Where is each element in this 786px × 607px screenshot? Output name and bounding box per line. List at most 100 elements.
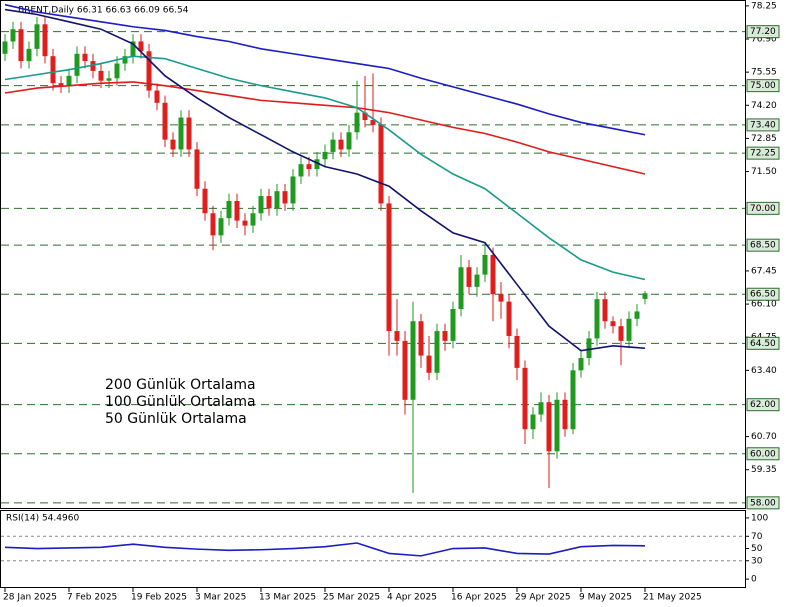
candle-body <box>362 112 368 121</box>
candle-body <box>530 414 536 430</box>
candle-body <box>314 159 320 170</box>
x-tick-label: 29 Apr 2025 <box>515 593 571 603</box>
candle-body <box>498 294 504 302</box>
x-tick-label: 16 Apr 2025 <box>451 593 507 603</box>
candle-body <box>490 254 496 295</box>
level-label: 75.00 <box>750 81 776 91</box>
candle-body <box>354 112 360 133</box>
level-label: 70.00 <box>750 204 776 214</box>
candle-body <box>18 29 24 62</box>
candle-body <box>258 196 264 214</box>
candle-body <box>538 402 544 415</box>
candle-body <box>42 24 48 57</box>
level-label-box <box>746 201 780 215</box>
y-tick-label: 100 <box>751 513 768 523</box>
candle-body <box>282 191 288 204</box>
candle-body <box>194 149 200 189</box>
candle-body <box>514 335 520 368</box>
candle-body <box>642 293 648 299</box>
candle-body <box>66 75 72 86</box>
level-label: 72.25 <box>750 149 776 159</box>
candle-body <box>82 53 88 62</box>
candle-body <box>178 117 184 150</box>
x-tick-label: 9 May 2025 <box>579 593 632 603</box>
candle-body <box>522 367 528 430</box>
candle-body <box>146 51 152 91</box>
level-label: 66.50 <box>750 290 776 300</box>
candle-body <box>554 399 560 452</box>
candle-body <box>306 164 312 170</box>
y-tick-label: 67.45 <box>751 266 777 276</box>
level-label-box <box>746 398 780 412</box>
candle-body <box>74 53 80 76</box>
y-tick-label: 74.20 <box>751 101 777 111</box>
x-tick-label: 19 Feb 2025 <box>131 593 187 603</box>
candle-body <box>210 213 216 236</box>
candle-body <box>442 331 448 341</box>
candle-body <box>242 220 248 226</box>
candle-body <box>634 311 640 319</box>
candle-body <box>234 200 240 221</box>
candle-body <box>626 318 632 341</box>
candle-body <box>154 90 160 103</box>
candle-body <box>562 399 568 430</box>
candle-body <box>594 299 600 339</box>
candle-body <box>466 267 472 287</box>
candle-body <box>330 139 336 152</box>
level-label: 68.50 <box>750 241 776 251</box>
y-tick-label: 60.70 <box>751 432 777 442</box>
candle-body <box>418 321 424 356</box>
x-tick-label: 4 Apr 2025 <box>387 593 437 603</box>
level-label-box <box>746 146 780 160</box>
level-label-box <box>746 287 780 301</box>
y-tick-label: 76.90 <box>751 35 777 45</box>
candle-body <box>186 117 192 150</box>
candle-body <box>50 56 56 84</box>
candle-body <box>586 338 592 359</box>
candle-body <box>570 370 576 430</box>
y-tick-label: 75.55 <box>751 68 777 78</box>
candle-body <box>450 308 456 341</box>
level-label-box <box>746 447 780 461</box>
candle-body <box>618 326 624 341</box>
candle-body <box>610 321 616 327</box>
chart-header: BRENT,Daily 66.31 66.63 66.09 66.54 <box>18 6 189 16</box>
candle-body <box>10 29 16 42</box>
candle-body <box>2 41 8 54</box>
candle-body <box>170 139 176 150</box>
candle-body <box>458 267 464 309</box>
candle-body <box>426 355 432 373</box>
main-panel-frame <box>0 0 746 509</box>
y-tick-label: 59.35 <box>751 465 777 475</box>
x-tick-label: 21 May 2025 <box>643 593 702 603</box>
level-label: 73.40 <box>750 120 776 130</box>
rsi-header: RSI(14) 54.4960 <box>6 514 79 524</box>
candle-body <box>602 299 608 322</box>
candle-body <box>250 213 256 226</box>
y-tick-label: 50 <box>751 544 763 554</box>
candle-body <box>122 56 128 64</box>
candle-body <box>434 331 440 373</box>
level-label-box <box>746 336 780 350</box>
level-label: 58.00 <box>750 498 776 508</box>
legend-entry: 100 Günlük Ortalama <box>105 394 256 410</box>
candle-body <box>546 402 552 452</box>
candle-body <box>26 48 32 62</box>
legend-entry: 50 Günlük Ortalama <box>105 411 247 427</box>
candle-body <box>346 132 352 150</box>
x-tick-label: 13 Mar 2025 <box>259 593 316 603</box>
candle-body <box>226 200 232 219</box>
candle-body <box>162 102 168 140</box>
level-label-box <box>746 25 780 39</box>
level-label: 64.50 <box>750 339 776 349</box>
level-label-box <box>746 118 780 132</box>
candle-body <box>506 301 512 336</box>
candle-body <box>394 331 400 341</box>
y-tick-label: 70 <box>751 532 763 542</box>
candle-body <box>370 120 376 125</box>
candle-body <box>218 218 224 236</box>
x-tick-label: 7 Feb 2025 <box>67 593 117 603</box>
legend-entry: 200 Günlük Ortalama <box>105 377 256 393</box>
candle-body <box>34 24 40 49</box>
